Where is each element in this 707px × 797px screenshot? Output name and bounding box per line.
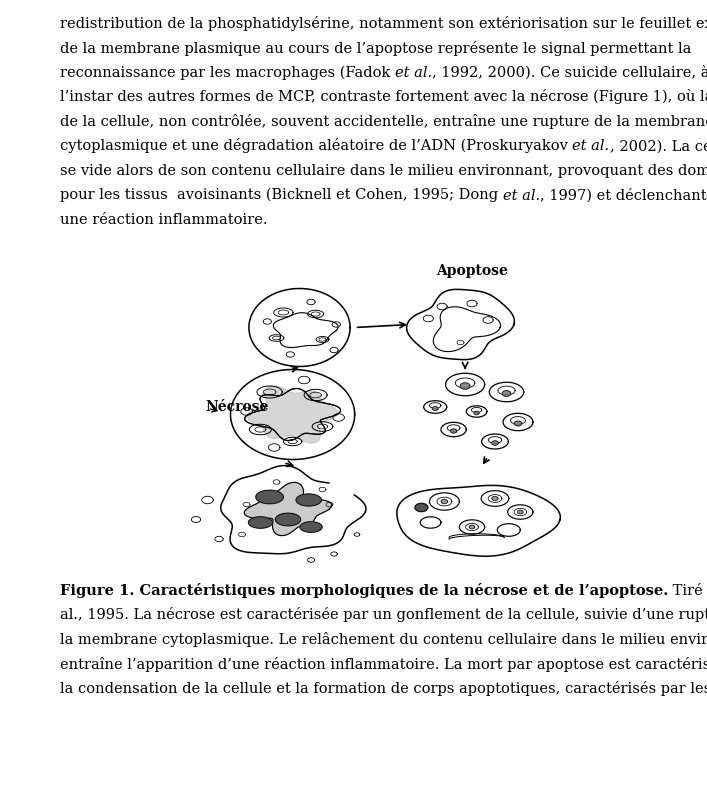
Text: de la membrane plasmique au cours de l’apoptose représente le signal permettant : de la membrane plasmique au cours de l’a… [60,41,691,56]
Polygon shape [502,391,511,396]
Text: se vide alors de son contenu cellulaire dans le milieu environnant, provoquant d: se vide alors de son contenu cellulaire … [60,164,707,178]
Text: , 1997) et déclenchant alors: , 1997) et déclenchant alors [540,188,707,202]
Polygon shape [514,421,522,426]
Polygon shape [415,503,428,512]
Polygon shape [300,522,322,532]
Polygon shape [518,510,523,514]
Text: la membrane cytoplasmique. Le relâchement du contenu cellulaire dans le milieu e: la membrane cytoplasmique. Le relâchemen… [60,632,707,647]
Polygon shape [450,429,457,433]
Text: une réaction inflammatoire.: une réaction inflammatoire. [60,213,267,227]
Text: Nécrose: Nécrose [205,400,269,414]
Text: Tiré de Kerr: Tiré de Kerr [668,584,707,598]
Polygon shape [256,490,284,504]
Polygon shape [221,465,366,554]
Text: , 1992, 2000). Ce suicide cellulaire, à: , 1992, 2000). Ce suicide cellulaire, à [432,65,707,80]
Text: reconnaissance par les macrophages (Fadok: reconnaissance par les macrophages (Fado… [60,65,395,80]
Polygon shape [491,441,498,446]
Polygon shape [492,497,498,501]
Polygon shape [275,513,300,526]
Polygon shape [244,482,332,536]
Polygon shape [469,525,475,529]
Text: entraîne l’apparition d’une réaction inflammatoire. La mort par apoptose est car: entraîne l’apparition d’une réaction inf… [60,657,707,672]
Text: et al.: et al. [573,139,609,154]
Polygon shape [474,411,479,414]
Text: al., 1995. La nécrose est caractérisée par un gonflement de la cellule, suivie d: al., 1995. La nécrose est caractérisée p… [60,607,707,622]
Polygon shape [247,386,338,443]
Text: et al.: et al. [503,189,540,202]
Text: pour les tissus  avoisinants (Bicknell et Cohen, 1995; Dong: pour les tissus avoisinants (Bicknell et… [60,188,503,202]
Polygon shape [441,500,448,504]
Text: et al.: et al. [395,66,432,80]
Text: de la cellule, non contrôlée, souvent accidentelle, entraîne une rupture de la m: de la cellule, non contrôlée, souvent ac… [60,114,707,129]
Text: redistribution de la phosphatidylsérine, notamment son extériorisation sur le fe: redistribution de la phosphatidylsérine,… [60,16,707,31]
Text: l’instar des autres formes de MCP, contraste fortement avec la nécrose (Figure 1: l’instar des autres formes de MCP, contr… [60,89,707,104]
Text: Apoptose: Apoptose [436,264,508,277]
Polygon shape [397,485,561,556]
Text: , 2002). La cellule: , 2002). La cellule [609,139,707,154]
Text: la condensation de la cellule et la formation de corps apoptotiques, caractérisé: la condensation de la cellule et la form… [60,681,707,696]
Polygon shape [248,516,272,528]
Polygon shape [296,494,322,506]
Polygon shape [460,383,470,389]
Text: cytoplasmique et une dégradation aléatoire de l’ADN (Proskuryakov: cytoplasmique et une dégradation aléatoi… [60,139,573,154]
Text: Figure 1. Caractéristiques morphologiques de la nécrose et de l’apoptose.: Figure 1. Caractéristiques morphologique… [60,583,668,598]
Polygon shape [433,406,438,410]
